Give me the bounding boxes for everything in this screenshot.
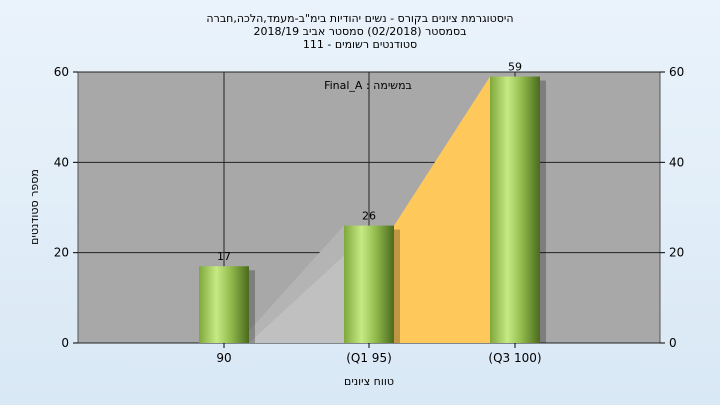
task-annotation: Final_A : במשימה — [324, 79, 412, 92]
data-label: 17 — [217, 250, 231, 263]
bars — [199, 76, 546, 344]
y-axis-left: 0 20 40 60 — [54, 65, 78, 350]
bar-(Q3 100) — [490, 76, 540, 344]
x-axis: 90 (Q1 95) (Q3 100) — [216, 343, 542, 365]
x-tick-label: (Q3 100) — [488, 351, 541, 365]
chart-title-line-3: סטודנטים רשומים - 111 — [303, 38, 417, 51]
area-segment-2 — [394, 76, 490, 344]
bar-(Q1 95) — [344, 225, 394, 343]
y-tick-label-right: 40 — [669, 155, 684, 169]
bar-90 — [199, 266, 249, 343]
area-segment-1-inner — [249, 225, 344, 343]
data-label: 59 — [508, 61, 522, 74]
y-tick-label: 40 — [54, 155, 69, 169]
y-tick-label: 60 — [54, 65, 69, 79]
y-tick-label: 0 — [61, 336, 69, 350]
chart-title-line-2: בסמסטר (02/2018) סמסטר אביב 2018/19 — [253, 25, 466, 38]
data-label: 26 — [362, 210, 376, 223]
y-tick-label-right: 20 — [669, 246, 684, 260]
y-axis-label: מספר סטודנטים — [28, 169, 41, 245]
y-axis-right: 0 20 40 60 — [660, 65, 684, 350]
x-axis-label: טווח ציונים — [344, 375, 394, 388]
y-tick-label-right: 60 — [669, 65, 684, 79]
data-labels: 17 26 59 — [217, 61, 522, 264]
area-layer — [249, 76, 490, 344]
y-tick-label-right: 0 — [669, 336, 677, 350]
y-tick-label: 20 — [54, 246, 69, 260]
chart-title-line-1: היסטוגרמת ציונים בקורס - נשים יהודיות בי… — [206, 12, 513, 25]
x-tick-label: (Q1 95) — [346, 351, 392, 365]
x-tick-label: 90 — [216, 351, 231, 365]
